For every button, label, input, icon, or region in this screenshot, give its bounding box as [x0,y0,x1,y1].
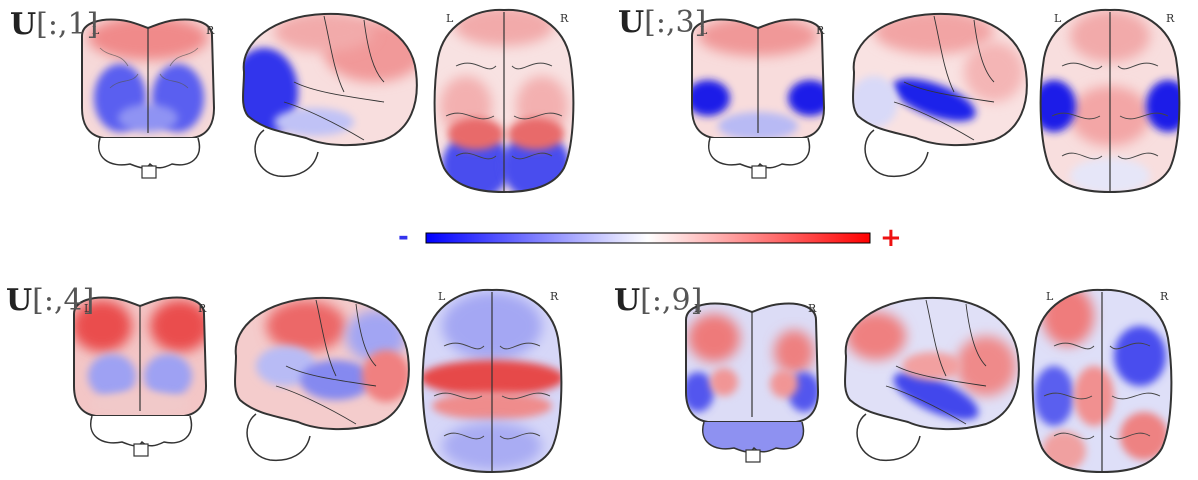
top-left-marker: L [1046,290,1054,303]
panel-label-u1: U[:,1] [10,10,98,40]
top-right-marker: R [560,12,569,25]
panel-u3: L R [691,8,1181,194]
top-left-marker: L [1054,12,1062,25]
panel-prefix: U [10,7,37,42]
panel-u9: L R [685,288,1173,474]
colorbar-minus-label: - [398,222,409,252]
panel-label-u9: U[:,9] [614,286,702,316]
panel-prefix: U [6,283,33,318]
panel-prefix: U [618,5,645,40]
sagittal-view [242,12,418,178]
right-marker: R [198,302,207,315]
coronal-view [73,296,208,457]
colorbar [425,232,871,244]
panel-index: [:,9] [640,283,703,318]
top-left-marker: L [438,290,446,303]
colorbar-gradient [425,232,871,244]
panel-u4: L R [73,288,563,474]
colorbar-plus-label: + [880,223,902,253]
top-right-marker: R [1160,290,1169,303]
axial-view [433,8,575,194]
panel-index: [:,4] [32,283,95,318]
axial-view [1031,288,1173,474]
coronal-view [81,18,216,179]
sagittal-view [852,12,1028,178]
panel-prefix: U [614,283,641,318]
right-marker: R [808,302,817,315]
right-marker: R [206,24,215,37]
left-marker: L [84,302,92,315]
top-right-marker: R [1166,12,1175,25]
sagittal-view [844,296,1020,462]
left-marker: L [694,302,702,315]
sagittal-view [234,296,410,462]
top-left-marker: L [446,12,454,25]
coronal-view [685,302,820,463]
panel-index: [:,1] [36,7,99,42]
top-right-marker: R [550,290,559,303]
panel-index: [:,3] [644,5,707,40]
coronal-view [691,18,826,179]
left-marker: L [92,24,100,37]
panel-label-u3: U[:,3] [618,8,706,38]
panel-u1: L R [81,8,575,194]
right-marker: R [816,24,825,37]
axial-view [421,288,563,474]
panel-label-u4: U[:,4] [6,286,94,316]
axial-view [1039,8,1181,194]
left-marker: L [700,24,708,37]
